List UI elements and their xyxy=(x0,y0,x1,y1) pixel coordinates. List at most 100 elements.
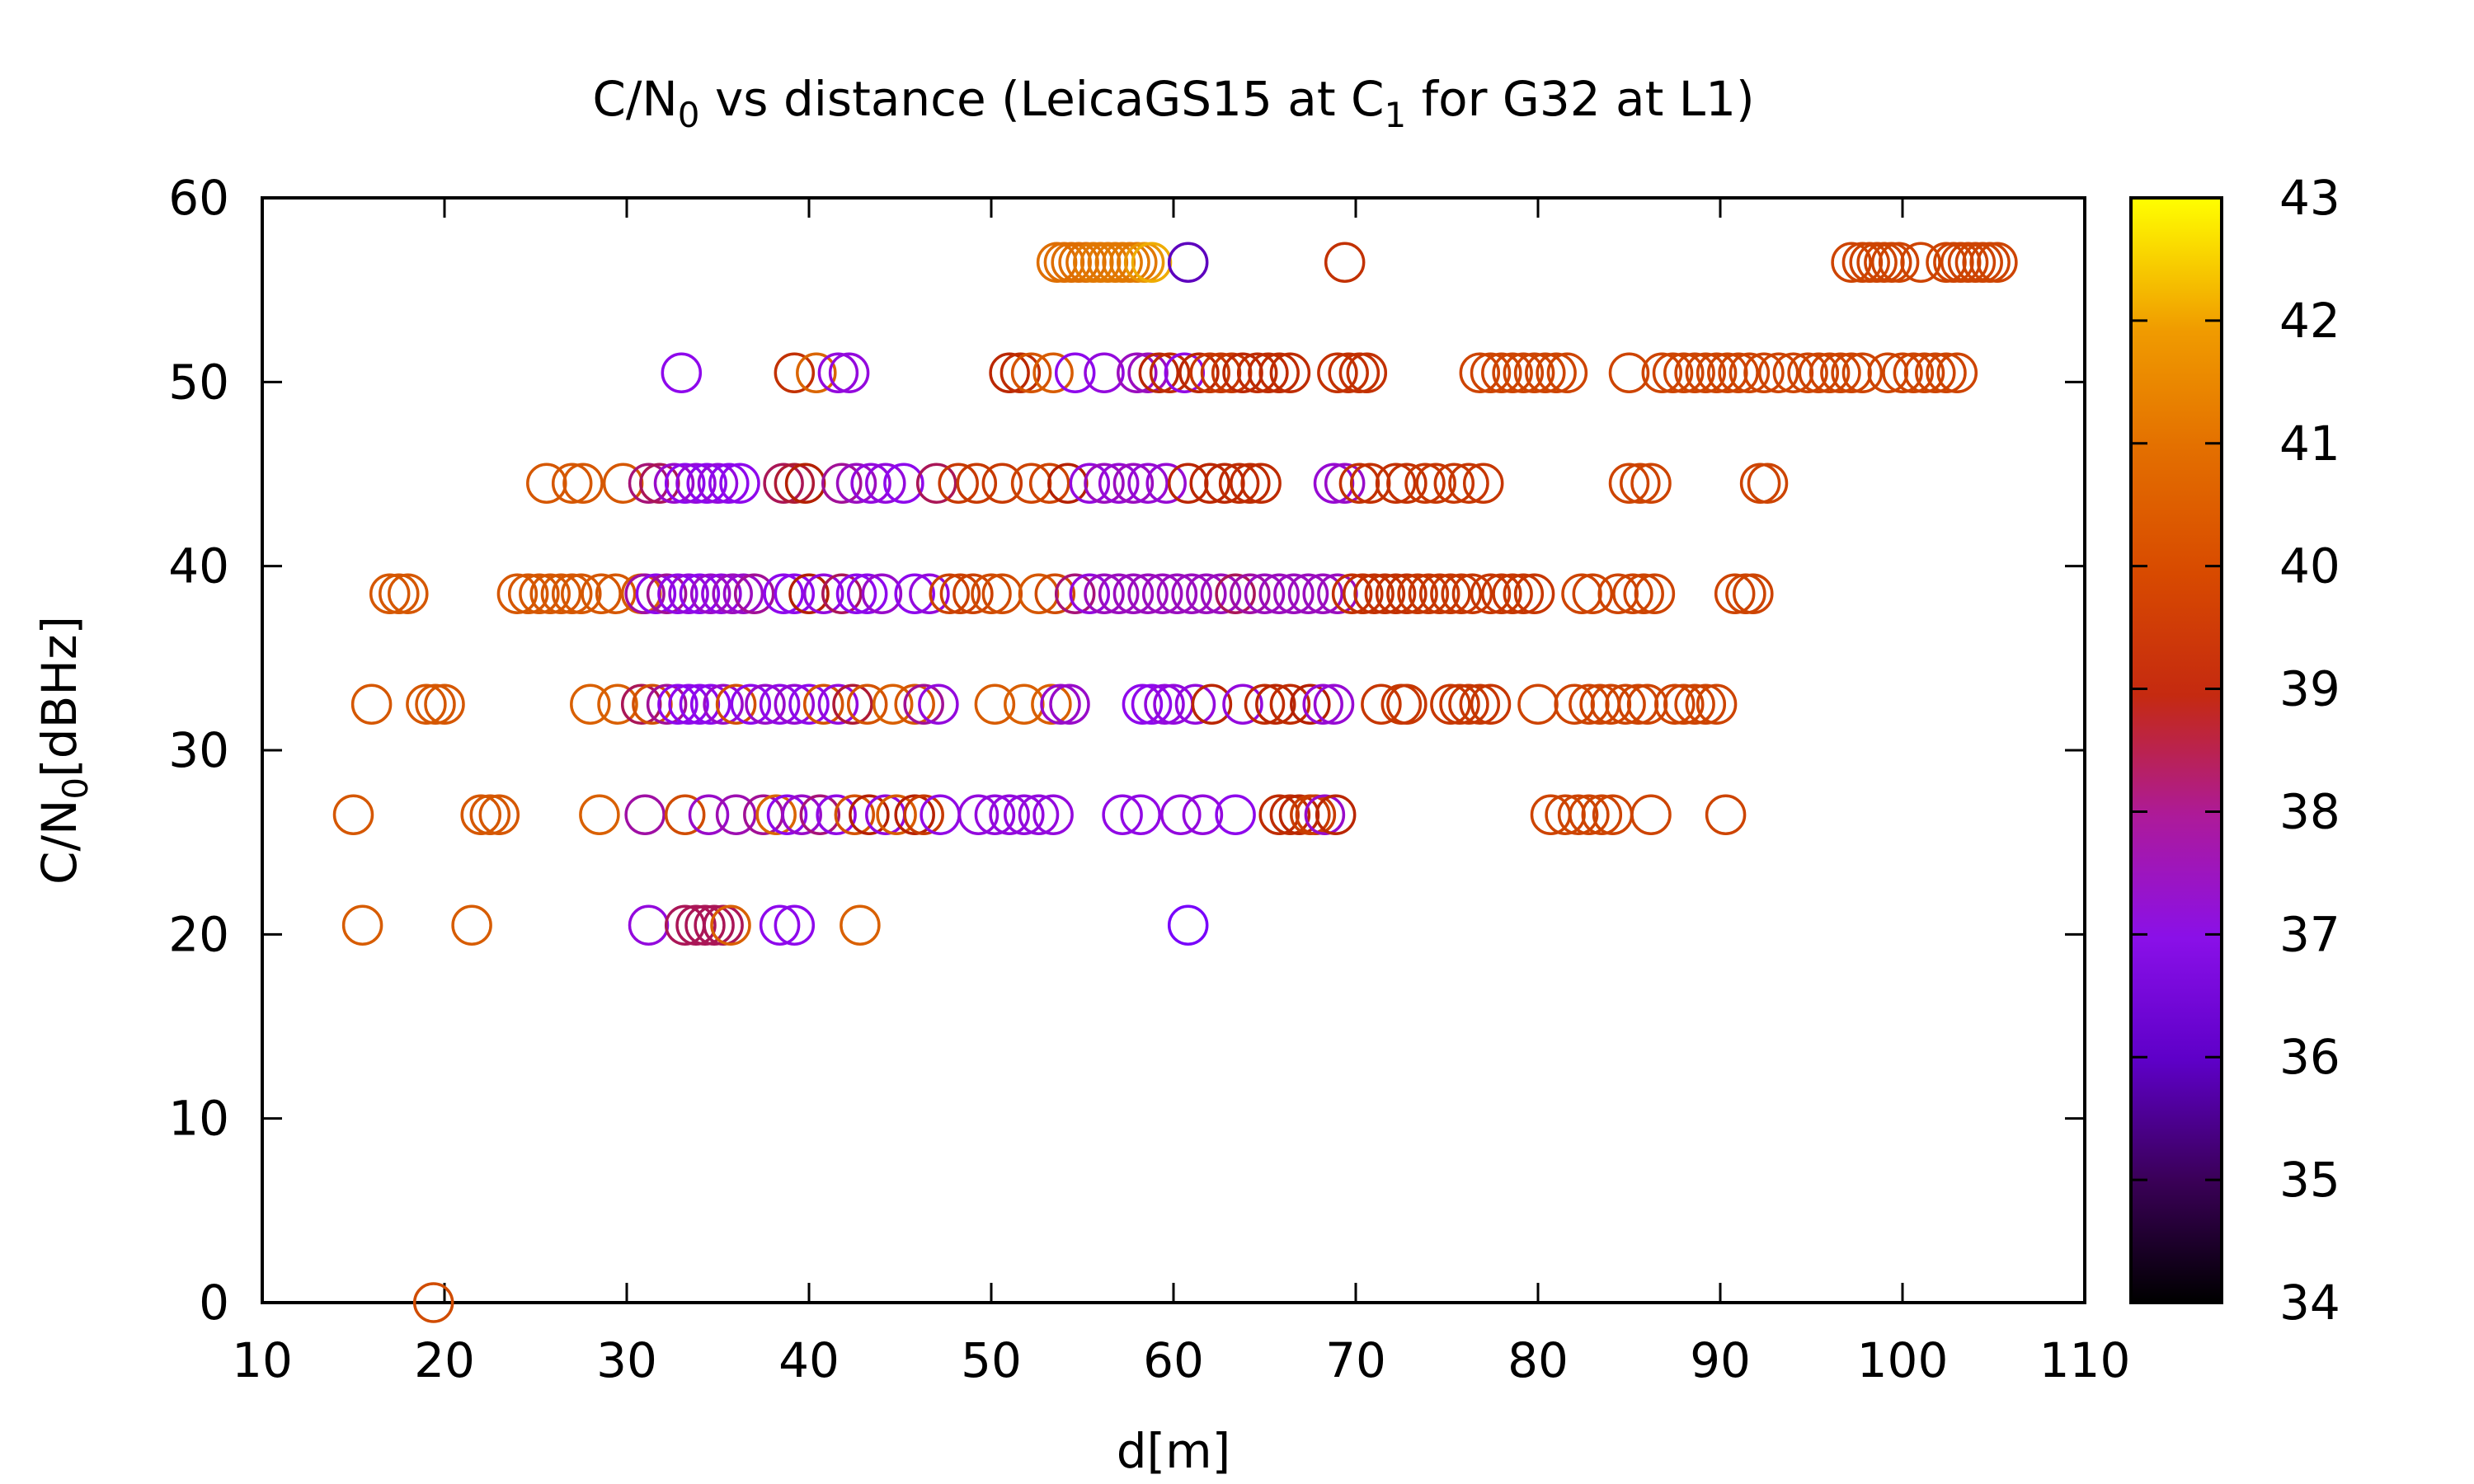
data-point xyxy=(774,463,816,504)
data-point xyxy=(1882,352,1923,393)
data-point xyxy=(876,794,917,835)
data-point xyxy=(974,683,1016,725)
data-point xyxy=(715,794,757,835)
data-point xyxy=(689,683,731,725)
data-point xyxy=(1287,573,1329,614)
data-point xyxy=(1554,683,1595,725)
data-point xyxy=(1652,352,1694,393)
data-point xyxy=(624,794,666,835)
data-point xyxy=(1590,683,1632,725)
data-point xyxy=(1386,683,1427,725)
data-point xyxy=(1338,463,1380,504)
data-point xyxy=(1386,573,1427,614)
data-point xyxy=(974,794,1016,835)
data-point xyxy=(519,573,560,614)
data-point xyxy=(1757,352,1799,393)
data-point xyxy=(710,904,751,946)
data-point xyxy=(1004,794,1045,835)
data-point xyxy=(1536,352,1577,393)
colorbar-tick-label: 35 xyxy=(2279,1152,2340,1208)
data-point xyxy=(759,683,801,725)
data-point xyxy=(1630,463,1672,504)
data-point xyxy=(1178,352,1220,393)
data-point xyxy=(722,573,764,614)
colorbar-tick-label: 39 xyxy=(2279,661,2340,717)
data-point xyxy=(1977,242,2018,283)
data-point xyxy=(1269,683,1311,725)
data-point xyxy=(597,683,638,725)
data-point xyxy=(1459,683,1501,725)
data-point xyxy=(1167,904,1209,946)
x-axis-label: d[m] xyxy=(1117,1423,1231,1479)
data-point xyxy=(1255,683,1296,725)
data-point xyxy=(766,794,808,835)
data-point xyxy=(412,1282,454,1323)
data-point xyxy=(957,794,999,835)
data-point xyxy=(1503,573,1545,614)
data-point xyxy=(664,794,706,835)
data-point xyxy=(1654,683,1696,725)
colorbar-tick-label: 38 xyxy=(2279,783,2340,839)
data-point xyxy=(788,573,830,614)
data-point xyxy=(1459,352,1501,393)
data-point xyxy=(802,683,844,725)
data-point xyxy=(1034,573,1076,614)
data-point xyxy=(679,573,721,614)
data-point xyxy=(1171,573,1212,614)
data-point xyxy=(1545,794,1586,835)
data-point xyxy=(661,352,703,393)
data-point xyxy=(883,463,924,504)
data-point xyxy=(1204,463,1245,504)
x-tick-label: 60 xyxy=(1143,1332,1204,1388)
data-point xyxy=(686,463,727,504)
data-point xyxy=(332,794,374,835)
data-point xyxy=(999,352,1042,393)
data-point xyxy=(909,573,950,614)
data-point xyxy=(1696,683,1738,725)
data-point xyxy=(1729,352,1771,393)
data-point xyxy=(635,573,677,614)
data-point xyxy=(1705,794,1747,835)
data-point xyxy=(1733,573,1774,614)
data-point xyxy=(1189,352,1230,393)
data-point xyxy=(816,794,857,835)
data-point xyxy=(849,794,890,835)
data-point xyxy=(1663,352,1705,393)
data-point xyxy=(850,463,891,504)
data-point xyxy=(624,573,666,614)
data-point xyxy=(1131,242,1173,283)
data-point xyxy=(1626,683,1668,725)
data-point xyxy=(1054,352,1096,393)
data-point xyxy=(774,352,816,393)
data-point xyxy=(835,463,877,504)
data-point xyxy=(1481,352,1522,393)
data-point xyxy=(1317,352,1358,393)
data-point xyxy=(675,463,717,504)
data-point xyxy=(952,573,994,614)
data-point xyxy=(918,683,959,725)
data-point xyxy=(1127,352,1169,393)
data-point xyxy=(1269,794,1311,835)
data-point xyxy=(1031,683,1072,725)
data-point xyxy=(894,683,935,725)
data-point xyxy=(1138,352,1180,393)
data-point xyxy=(817,683,859,725)
data-point xyxy=(1218,463,1260,504)
x-tick-label: 40 xyxy=(778,1332,840,1388)
data-point xyxy=(1186,573,1227,614)
data-point xyxy=(1513,352,1555,393)
data-point xyxy=(1674,683,1715,725)
data-point xyxy=(1273,573,1315,614)
data-point xyxy=(828,352,870,393)
data-point xyxy=(451,904,492,946)
colorbar-tick-label: 43 xyxy=(2279,170,2340,226)
data-point xyxy=(1408,573,1450,614)
chart-title: C/N0 vs distance (LeicaGS15 at C1 for G3… xyxy=(592,71,1754,135)
data-point xyxy=(774,904,816,946)
data-point xyxy=(981,463,1023,504)
data-point xyxy=(1240,463,1282,504)
data-point xyxy=(781,794,822,835)
data-point xyxy=(1397,573,1438,614)
data-point xyxy=(1867,352,1909,393)
